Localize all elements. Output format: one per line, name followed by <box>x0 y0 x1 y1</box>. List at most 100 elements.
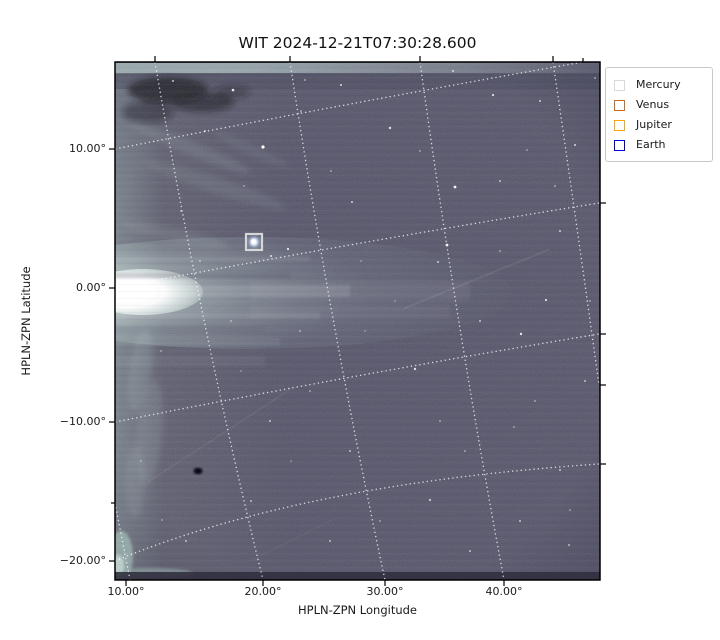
mercury-dot <box>251 239 256 244</box>
star <box>300 110 302 112</box>
y-tick-label-minus20: −20.00° <box>59 554 106 567</box>
grid-lon-50 <box>552 62 600 386</box>
legend-label-venus: Venus <box>636 98 670 111</box>
star <box>519 520 521 522</box>
mercury-box <box>244 232 264 252</box>
star <box>544 298 548 302</box>
star <box>340 84 342 86</box>
star <box>309 390 311 392</box>
legend: Mercury Venus Jupiter Earth <box>605 67 713 162</box>
star <box>499 180 501 182</box>
grid-lat-minus10 <box>115 333 600 423</box>
legend-item-jupiter: Jupiter <box>614 115 704 135</box>
star <box>519 332 523 336</box>
star <box>452 70 454 72</box>
star <box>568 544 570 546</box>
star <box>554 185 556 187</box>
jupiter-swatch-icon <box>614 119 625 131</box>
star <box>161 519 163 521</box>
star <box>351 201 353 203</box>
star <box>140 460 142 462</box>
legend-label-earth: Earth <box>636 138 666 151</box>
grid-lat-10 <box>115 62 584 150</box>
star <box>330 170 332 172</box>
grid-lon-40 <box>419 62 505 580</box>
tick-marks <box>109 56 606 586</box>
x-axis-label: HPLN-ZPN Longitude <box>297 603 417 617</box>
star <box>479 320 481 322</box>
star <box>413 367 417 371</box>
legend-label-mercury: Mercury <box>636 78 681 91</box>
star <box>199 260 201 262</box>
x-tick-label-20: 20.00° <box>244 585 282 598</box>
star <box>329 540 331 542</box>
plot-title: WIT 2024-12-21T07:30:28.600 <box>238 34 477 52</box>
star <box>379 520 381 522</box>
x-tick-label-10: 10.00° <box>107 585 145 598</box>
star <box>270 255 272 257</box>
star <box>185 540 187 542</box>
x-tick-label-30: 30.00° <box>366 585 404 598</box>
star <box>290 460 292 462</box>
star <box>394 300 396 302</box>
star <box>240 370 242 372</box>
star <box>559 469 561 471</box>
star <box>243 185 245 187</box>
grid-lat-0 <box>115 202 600 289</box>
star <box>439 420 441 422</box>
star <box>491 93 495 97</box>
y-tick-label-minus10: −10.00° <box>59 415 106 428</box>
star <box>594 77 596 79</box>
star <box>569 509 571 511</box>
star <box>364 330 366 332</box>
axes-spines <box>114 61 601 581</box>
mercury-swatch-icon <box>614 79 625 91</box>
star <box>428 498 432 502</box>
star <box>437 261 439 263</box>
star <box>349 450 351 452</box>
star <box>250 500 252 502</box>
star <box>230 320 232 322</box>
dark-spot <box>193 467 203 475</box>
y-tick-label-0: 0.00° <box>76 281 106 294</box>
star <box>299 330 301 332</box>
star <box>499 250 501 252</box>
star <box>388 126 392 130</box>
star <box>172 80 174 82</box>
star <box>269 420 271 422</box>
grid-lon-10 <box>115 502 131 580</box>
star <box>286 247 290 251</box>
star-field <box>140 70 596 552</box>
star <box>469 550 471 552</box>
star <box>534 400 536 402</box>
legend-item-mercury: Mercury <box>614 75 704 95</box>
star <box>526 149 528 151</box>
star <box>261 145 265 149</box>
grid-lat-minus20 <box>115 463 600 562</box>
star <box>419 150 421 152</box>
star <box>360 260 362 262</box>
coordinate-grid <box>115 62 600 580</box>
star <box>160 350 162 352</box>
y-tick-label-10: 10.00° <box>69 142 106 155</box>
y-axis-label: HPLN-ZPN Latitude <box>19 266 33 376</box>
image-area <box>115 62 600 580</box>
legend-item-earth: Earth <box>614 135 704 155</box>
star <box>559 230 561 232</box>
star <box>574 144 576 146</box>
star <box>513 426 515 428</box>
mercury-marker <box>244 232 264 252</box>
star <box>231 88 235 92</box>
star <box>589 300 591 302</box>
x-tick-label-40: 40.00° <box>485 585 523 598</box>
star <box>539 100 541 102</box>
earth-swatch-icon <box>614 139 625 151</box>
star <box>584 380 586 382</box>
grid-lon-20 <box>154 62 264 580</box>
star <box>453 185 457 189</box>
legend-item-venus: Venus <box>614 95 704 115</box>
star <box>304 79 306 81</box>
bottom-edge-band <box>115 572 600 580</box>
